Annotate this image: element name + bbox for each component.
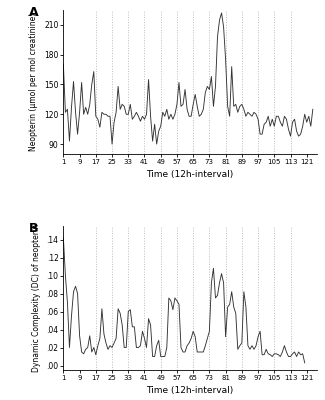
X-axis label: Time (12h-interval): Time (12h-interval): [147, 386, 234, 396]
Text: B: B: [29, 222, 39, 235]
Text: A: A: [29, 6, 39, 19]
X-axis label: Time (12h-interval): Time (12h-interval): [147, 170, 234, 180]
Y-axis label: Dynamic Complexity (DC) of neopterin: Dynamic Complexity (DC) of neopterin: [32, 224, 41, 372]
Y-axis label: Neopterin (μmol per mol creatinine): Neopterin (μmol per mol creatinine): [30, 13, 38, 151]
